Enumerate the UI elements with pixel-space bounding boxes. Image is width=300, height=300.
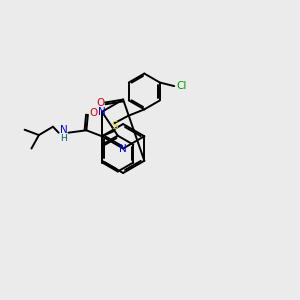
Text: N: N: [119, 143, 127, 154]
Text: Cl: Cl: [176, 80, 187, 91]
Text: S: S: [111, 121, 118, 130]
Text: O: O: [89, 108, 98, 118]
Text: O: O: [96, 98, 104, 107]
Text: N: N: [98, 107, 106, 117]
Text: N: N: [59, 125, 67, 135]
Text: H: H: [60, 134, 67, 143]
